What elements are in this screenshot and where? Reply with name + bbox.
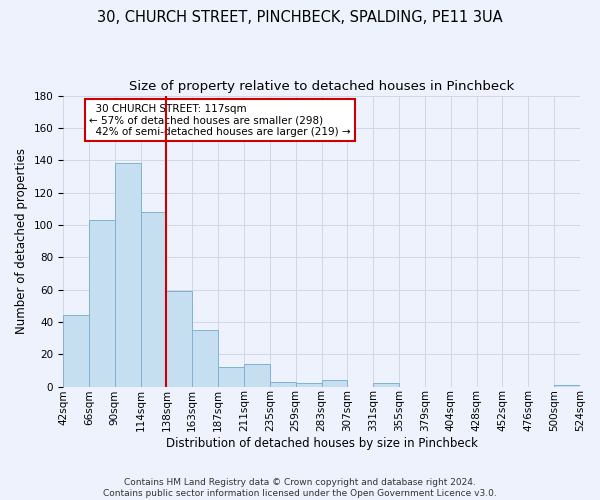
- Text: Contains HM Land Registry data © Crown copyright and database right 2024.
Contai: Contains HM Land Registry data © Crown c…: [103, 478, 497, 498]
- Text: 30, CHURCH STREET, PINCHBECK, SPALDING, PE11 3UA: 30, CHURCH STREET, PINCHBECK, SPALDING, …: [97, 10, 503, 25]
- Bar: [218, 367, 244, 386]
- Bar: [115, 164, 140, 386]
- Bar: [270, 382, 296, 386]
- X-axis label: Distribution of detached houses by size in Pinchbeck: Distribution of detached houses by size …: [166, 437, 478, 450]
- Bar: [89, 220, 115, 386]
- Bar: [296, 384, 322, 386]
- Bar: [63, 316, 89, 386]
- Bar: [322, 380, 347, 386]
- Bar: [373, 384, 399, 386]
- Bar: [166, 291, 192, 386]
- Bar: [192, 330, 218, 386]
- Title: Size of property relative to detached houses in Pinchbeck: Size of property relative to detached ho…: [129, 80, 514, 93]
- Y-axis label: Number of detached properties: Number of detached properties: [15, 148, 28, 334]
- Bar: [244, 364, 270, 386]
- Bar: [140, 212, 166, 386]
- Text: 30 CHURCH STREET: 117sqm  
← 57% of detached houses are smaller (298)
  42% of s: 30 CHURCH STREET: 117sqm ← 57% of detach…: [89, 104, 350, 137]
- Bar: [554, 385, 580, 386]
